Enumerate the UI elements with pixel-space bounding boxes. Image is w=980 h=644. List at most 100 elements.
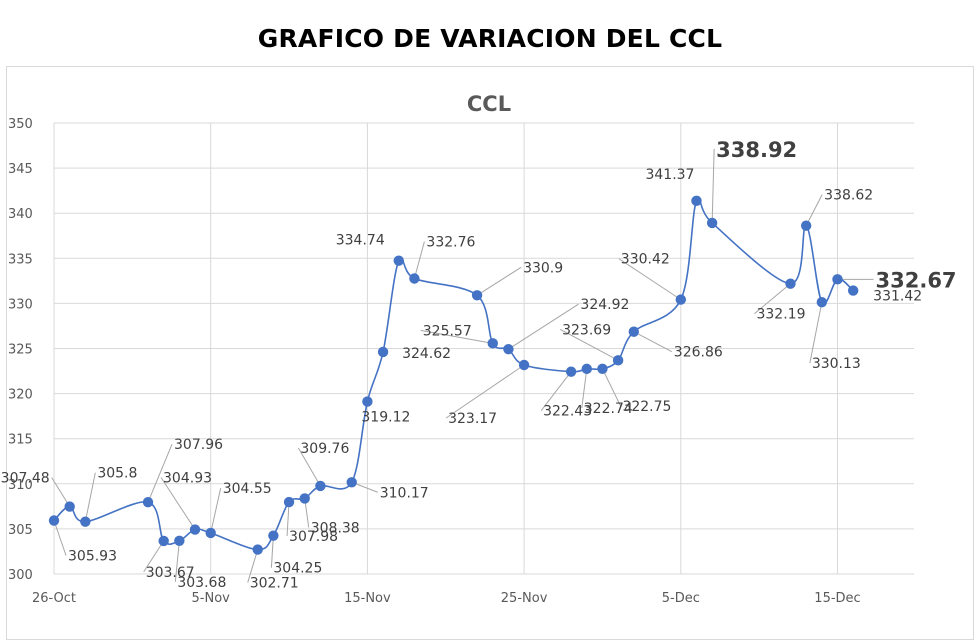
data-label: 323.17 [448, 411, 497, 427]
data-label: 338.92 [716, 138, 797, 162]
data-point [518, 359, 530, 371]
data-label: 322.75 [622, 399, 671, 415]
y-tick-label: 350 [8, 117, 33, 132]
x-tick-label: 26-Oct [32, 591, 76, 606]
y-tick-label: 340 [8, 207, 33, 222]
series-markers [48, 195, 859, 555]
y-tick-label: 300 [8, 568, 33, 583]
data-label: 319.12 [361, 410, 410, 426]
data-point [158, 535, 169, 547]
data-label: 310.17 [380, 485, 429, 501]
label-leader-line [270, 535, 274, 568]
y-axis-ticks: 300 305 310 315 320 325 330 335 340 345 350 [8, 117, 33, 583]
label-leader-line [633, 331, 673, 353]
data-label: 323.69 [562, 322, 611, 338]
label-leader-line [297, 447, 321, 487]
label-leader-line [581, 368, 588, 408]
data-point [64, 501, 75, 512]
data-point [409, 273, 420, 284]
data-point [847, 285, 859, 296]
y-tick-label: 305 [8, 523, 33, 538]
x-tick-label: 5-Nov [192, 591, 231, 606]
x-tick-label: 5-Dec [662, 591, 700, 606]
data-label: 309.76 [300, 441, 349, 457]
data-point [471, 290, 483, 301]
data-point [252, 544, 263, 555]
data-label: 322.43 [543, 404, 592, 420]
data-point [315, 480, 326, 492]
data-point [299, 493, 310, 504]
label-leader-line [51, 477, 71, 507]
data-label: 332.19 [756, 307, 805, 323]
data-label: 307.48 [1, 471, 50, 487]
label-leader-line [286, 501, 290, 537]
data-label: 338.62 [824, 188, 873, 204]
label-leader-line [413, 241, 425, 279]
data-label: 304.93 [163, 471, 212, 487]
data-label: 322.74 [584, 401, 633, 417]
data-label: 330.42 [621, 252, 670, 268]
data-point [362, 396, 373, 407]
data-label: 305.93 [68, 549, 117, 565]
data-label: 326.86 [674, 345, 723, 361]
data-point [48, 515, 60, 526]
data-point [503, 344, 514, 355]
label-leader-lines [51, 148, 874, 583]
data-point [487, 338, 498, 349]
label-leader-line [84, 472, 96, 522]
label-leader-line [420, 329, 493, 344]
label-leader-line [602, 368, 621, 407]
data-point [785, 278, 796, 289]
data-point [142, 497, 154, 508]
label-leader-line [143, 540, 165, 573]
data-label: 305.8 [97, 466, 137, 482]
label-leader-line [53, 520, 67, 556]
label-leader-line [147, 444, 173, 503]
label-leader-line [210, 487, 222, 534]
data-label: 330.13 [812, 356, 861, 372]
data-label: 304.55 [223, 481, 272, 497]
data-point [268, 530, 279, 541]
gridlines [53, 122, 914, 575]
data-label: 341.37 [645, 167, 694, 183]
data-point [800, 220, 812, 231]
data-point [816, 297, 828, 308]
data-point [205, 527, 216, 539]
data-label: 325.57 [423, 323, 472, 339]
y-tick-label: 325 [8, 343, 33, 358]
label-leader-line [711, 148, 715, 223]
data-label: 332.76 [426, 235, 475, 251]
data-label: 330.9 [523, 260, 563, 276]
label-leader-line [618, 258, 682, 301]
label-leader-line [805, 194, 823, 226]
y-tick-label: 310 [8, 478, 33, 493]
data-point [346, 477, 357, 488]
data-label: 334.74 [336, 233, 385, 249]
data-point [283, 496, 295, 508]
data-point [377, 346, 389, 358]
data-label: 324.62 [402, 346, 451, 362]
page-title: GRAFICO DE VARIACION DEL CCL [257, 24, 723, 53]
data-point [174, 535, 185, 547]
data-point [565, 366, 577, 377]
data-point [80, 516, 91, 527]
data-label: 303.67 [146, 565, 195, 581]
data-label: 303.68 [177, 575, 226, 591]
y-tick-label: 345 [8, 162, 33, 177]
label-leader-line [754, 283, 791, 315]
data-point [832, 274, 843, 285]
label-leader-line [160, 477, 196, 530]
label-leader-line [174, 540, 180, 582]
data-point [581, 363, 592, 375]
x-tick-label: 15-Dec [814, 591, 860, 606]
data-label: 304.25 [273, 561, 322, 577]
x-tick-label: 15-Nov [344, 591, 391, 606]
x-tick-label: 25-Nov [501, 591, 548, 606]
label-leader-line [445, 364, 525, 419]
y-tick-label: 320 [8, 388, 33, 403]
label-leader-line [476, 266, 522, 296]
x-axis-ticks: 26-Oct 5-Nov 15-Nov 25-Nov 5-Dec 15-Dec [32, 591, 861, 606]
data-label: 324.92 [580, 297, 629, 313]
data-point [189, 524, 201, 535]
